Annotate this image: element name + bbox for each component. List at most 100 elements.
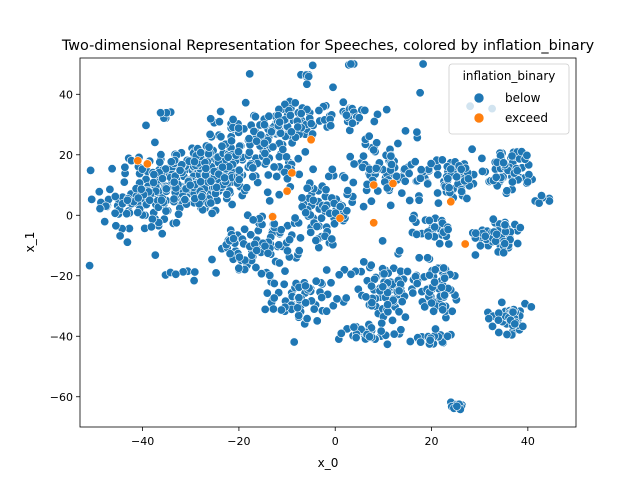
data-point-below [248, 163, 258, 173]
data-point-below [347, 118, 357, 128]
data-point-below [295, 233, 305, 243]
data-point-below [174, 209, 184, 219]
data-point-below [158, 174, 168, 184]
data-point-below [414, 195, 424, 205]
data-point-below [423, 253, 433, 263]
data-point-below [371, 163, 381, 173]
data-point-below [416, 337, 426, 347]
data-point-below [536, 191, 546, 201]
data-point-below [293, 303, 303, 313]
data-point-below [301, 298, 311, 308]
data-point-below [136, 184, 146, 194]
data-point-below [308, 164, 318, 174]
data-point-below [336, 328, 346, 338]
data-point-below [322, 306, 332, 316]
data-point-below [264, 111, 274, 121]
data-point-below [282, 246, 292, 256]
data-point-below [276, 225, 286, 235]
data-point-below [470, 250, 480, 260]
data-point-below [387, 315, 397, 325]
data-point-below [280, 266, 290, 276]
data-point-below [400, 312, 410, 322]
data-point-below [412, 278, 422, 288]
data-point-below [383, 288, 393, 298]
data-point-below [156, 150, 166, 160]
data-point-below [427, 298, 437, 308]
data-point-below [443, 331, 453, 341]
data-point-below [111, 221, 121, 231]
data-point-below [223, 152, 233, 162]
data-point-below [510, 319, 520, 329]
data-point-below [197, 192, 207, 202]
data-point-below [366, 323, 376, 333]
data-point-below [302, 79, 312, 89]
data-point-below [269, 278, 279, 288]
data-point-below [378, 282, 388, 292]
data-point-below [252, 245, 262, 255]
data-point-below [437, 282, 447, 292]
data-point-below [185, 180, 195, 190]
data-point-below [274, 190, 284, 200]
data-point-below [302, 314, 312, 324]
data-point-below [300, 281, 310, 291]
data-point-below [395, 246, 405, 256]
data-point-below [227, 136, 237, 146]
data-point-below [256, 130, 266, 140]
data-point-below [204, 142, 214, 152]
data-point-below [438, 305, 448, 315]
data-point-below [361, 292, 371, 302]
data-point-below [452, 401, 462, 411]
data-point-below [412, 229, 422, 239]
data-point-below [122, 209, 132, 219]
scatter-points [85, 59, 554, 414]
data-point-below [122, 237, 132, 247]
data-point-below [513, 239, 523, 249]
data-point-below [367, 298, 377, 308]
data-point-below [309, 304, 319, 314]
data-point-below [265, 196, 275, 206]
data-point-below [430, 324, 440, 334]
legend-label-exceed: exceed [505, 111, 548, 125]
data-point-below [234, 175, 244, 185]
data-point-below [248, 215, 258, 225]
data-point-below [383, 300, 393, 310]
data-point-below [423, 231, 433, 241]
data-point-below [234, 263, 244, 273]
data-point-below [206, 198, 216, 208]
data-point-below [430, 222, 440, 232]
x-tick-label: 20 [425, 435, 439, 448]
data-point-below [382, 339, 392, 349]
data-point-below [369, 117, 379, 127]
data-point-below [217, 141, 227, 151]
data-point-below [268, 304, 278, 314]
data-point-below [480, 231, 490, 241]
data-point-below [294, 169, 304, 179]
data-point-below [463, 174, 473, 184]
data-point-below [522, 150, 532, 160]
data-point-below [493, 315, 503, 325]
data-point-below [133, 208, 143, 218]
data-point-below [433, 188, 443, 198]
data-point-below [218, 162, 228, 172]
data-point-below [220, 173, 230, 183]
data-point-below [475, 241, 485, 251]
data-point-below [379, 269, 389, 279]
data-point-below [405, 336, 415, 346]
data-point-below [408, 214, 418, 224]
data-point-below [196, 148, 206, 158]
data-point-exceed [268, 212, 278, 222]
data-point-below [133, 193, 143, 203]
data-point-below [306, 119, 316, 129]
data-point-below [227, 200, 237, 210]
data-point-below [301, 208, 311, 218]
data-point-below [430, 277, 440, 287]
data-point-below [410, 157, 420, 167]
data-point-below [502, 186, 512, 196]
data-point-below [366, 281, 376, 291]
data-point-below [523, 177, 533, 187]
x-axis-label: x_0 [318, 456, 339, 470]
data-point-below [340, 173, 350, 183]
data-point-below [269, 293, 279, 303]
data-point-below [207, 255, 217, 265]
y-tick-label: 0 [66, 209, 73, 222]
